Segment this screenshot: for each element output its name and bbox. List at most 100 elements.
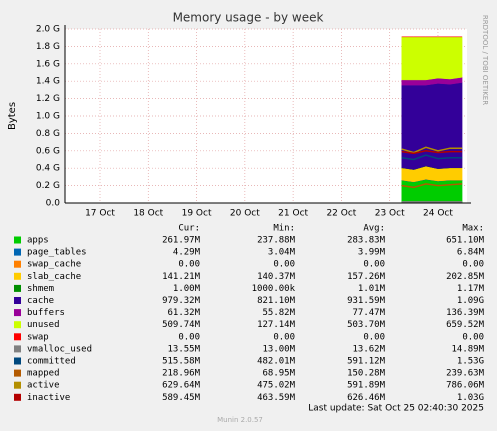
x-tick-label: 23 Oct [375,209,405,219]
stat-value: 13.00M [262,344,295,354]
line [401,154,463,161]
stat-header: Min: [273,224,295,234]
stat-value: 589.45M [162,393,201,403]
y-tick-label: 1.6 G [36,59,60,69]
line [401,183,463,189]
y-tick-label: 0.0 [46,199,61,209]
legend-swatch [14,321,21,329]
last-update: Last update: Sat Oct 25 02:40:30 2025 [308,404,484,414]
stat-value: 1.03G [457,393,484,403]
stat-value: 55.82M [262,308,295,318]
stat-value: 6.84M [457,248,485,258]
legend-swatch [14,284,21,292]
legend-swatch [14,333,21,341]
legend-swatch [14,236,21,244]
legend-swatch [14,381,21,389]
area [401,36,463,81]
legend-swatch [14,248,21,256]
side-text: RRDTOOL / TOBI OETIKER [481,15,489,105]
stat-value: 0.00 [273,332,295,342]
y-tick-label: 0.8 G [36,129,60,139]
legend-label: buffers [27,308,65,318]
x-tick-label: 18 Oct [133,209,163,219]
stat-value: 475.02M [257,381,296,391]
stat-value: 4.29M [173,248,201,258]
stat-header: Cur: [178,224,200,234]
stat-value: 0.00 [178,260,200,270]
stat-value: 127.14M [257,320,296,330]
y-tick-label: 0.2 G [36,181,60,191]
legend-swatch [14,393,21,401]
stat-value: 659.52M [446,320,485,330]
stat-value: 786.06M [446,381,485,391]
line [401,146,463,154]
legend-label: slab_cache [27,272,81,282]
y-tick-label: 0.4 G [36,164,60,174]
legend-swatch [14,309,21,317]
stat-value: 463.59M [257,393,296,403]
stat-value: 0.00 [363,260,385,270]
legend-swatch [14,369,21,377]
legend-label: active [27,381,60,391]
stat-value: 14.89M [451,344,484,354]
stat-value: 0.00 [462,332,484,342]
stat-value: 61.32M [167,308,200,318]
stat-value: 979.32M [162,296,201,306]
y-tick-label: 1.0 G [36,112,60,122]
stat-value: 1.17M [457,284,485,294]
stat-value: 68.95M [262,369,295,379]
stat-value: 261.97M [162,236,201,246]
legend-swatch [14,297,21,304]
legend-label: swap_cache [27,260,81,270]
y-axis-label: Bytes [7,102,18,130]
stat-value: 1.00M [173,284,201,294]
x-tick-label: 21 Oct [278,209,308,219]
stat-value: 0.00 [273,260,295,270]
stat-value: 239.63M [446,369,485,379]
y-tick-label: 1.2 G [36,94,60,104]
version: Munin 2.0.57 [217,416,263,424]
stat-header: Avg: [363,224,385,234]
y-tick-label: 0.6 G [36,146,60,156]
stat-value: 629.64M [162,381,201,391]
stat-value: 3.04M [268,248,296,258]
stat-value: 1.09G [457,296,484,306]
stat-value: 626.46M [347,393,386,403]
stat-value: 140.37M [257,272,296,282]
y-tick-label: 1.4 G [36,77,60,87]
legend-swatch [14,260,21,268]
legend-swatch [14,272,21,280]
legend-label: unused [27,320,60,330]
stat-value: 931.59M [347,296,386,306]
legend-label: committed [27,357,76,367]
stat-value: 77.47M [352,308,385,318]
x-tick-label: 20 Oct [230,209,260,219]
stat-value: 13.62M [352,344,385,354]
area [401,179,463,204]
x-tick-label: 17 Oct [85,209,115,219]
stat-header: Max: [462,224,484,234]
stat-value: 157.26M [347,272,386,282]
stat-value: 503.70M [347,320,386,330]
stat-value: 482.01M [257,357,296,367]
stat-value: 237.88M [257,236,296,246]
stat-value: 0.00 [462,260,484,270]
stat-value: 141.21M [162,272,201,282]
legend-label: vmalloc_used [27,344,92,354]
y-tick-label: 1.8 G [36,42,60,52]
legend-label: inactive [27,393,70,403]
legend-label: apps [27,236,49,246]
stat-value: 591.12M [347,357,386,367]
stat-value: 509.74M [162,320,201,330]
stat-value: 1000.00k [252,284,296,294]
stat-value: 651.10M [446,236,485,246]
legend-label: cache [27,296,54,306]
legend-label: swap [27,332,49,342]
stat-value: 1.53G [457,357,484,367]
x-tick-label: 22 Oct [326,209,356,219]
x-tick-label: 19 Oct [182,209,212,219]
legend-label: shmem [27,284,54,294]
legend-swatch [14,345,21,353]
stat-value: 150.28M [347,369,386,379]
